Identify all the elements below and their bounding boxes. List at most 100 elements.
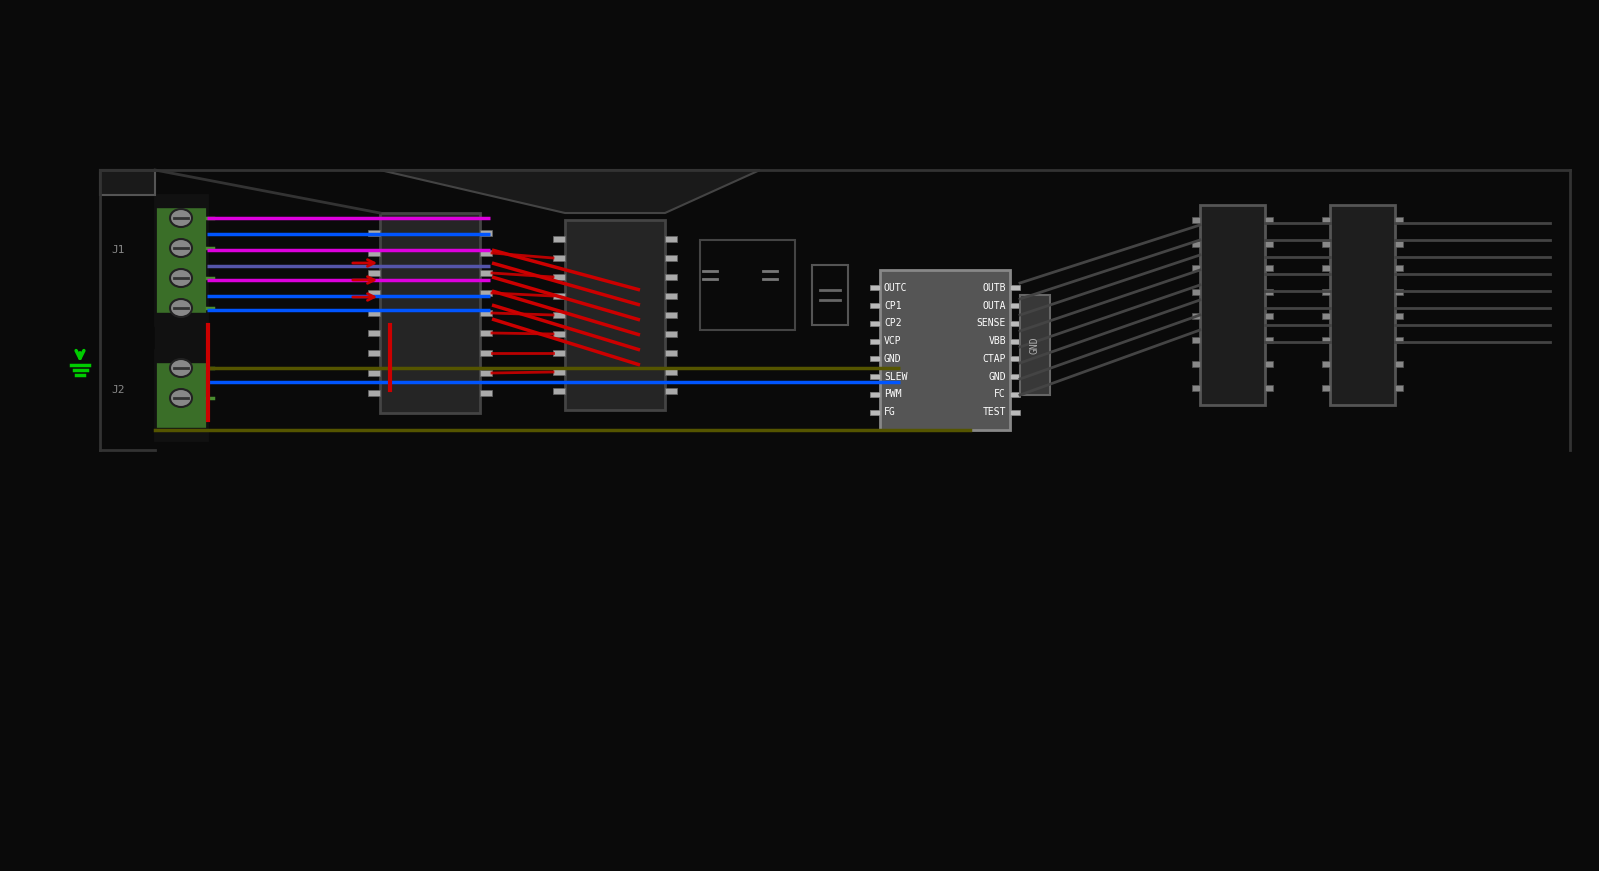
Bar	[1011, 409, 1020, 415]
Bar	[1322, 217, 1330, 223]
Bar	[1394, 313, 1402, 319]
Bar	[665, 369, 676, 375]
Bar	[665, 255, 676, 261]
Bar	[1394, 289, 1402, 295]
Bar	[1191, 265, 1199, 271]
Text: VCP: VCP	[884, 336, 902, 346]
Bar	[480, 370, 492, 376]
Bar	[1394, 265, 1402, 271]
Bar	[368, 250, 381, 256]
Bar	[1191, 385, 1199, 391]
Bar	[1191, 217, 1199, 223]
Bar	[381, 213, 480, 413]
Text: CP2: CP2	[884, 318, 902, 328]
Bar	[665, 388, 676, 394]
Bar	[553, 312, 564, 318]
Text: OUTC: OUTC	[884, 283, 908, 293]
Bar	[368, 330, 381, 336]
Text: CTAP: CTAP	[982, 354, 1006, 364]
Bar	[553, 236, 564, 242]
Ellipse shape	[169, 209, 192, 227]
Bar	[665, 331, 676, 337]
Bar	[1322, 385, 1330, 391]
Bar	[1265, 313, 1273, 319]
Bar	[1322, 265, 1330, 271]
Bar	[1011, 286, 1020, 290]
Bar	[368, 350, 381, 356]
Text: GND: GND	[884, 354, 902, 364]
Bar	[155, 428, 206, 440]
Text: FG: FG	[884, 408, 895, 417]
Bar	[564, 220, 665, 410]
Bar	[1322, 289, 1330, 295]
Bar	[812, 265, 847, 325]
Bar	[1191, 337, 1199, 343]
Bar	[1322, 313, 1330, 319]
Bar	[761, 250, 779, 300]
Bar	[480, 250, 492, 256]
Text: J1: J1	[112, 245, 125, 255]
Bar	[553, 388, 564, 394]
Bar	[155, 195, 206, 207]
Bar	[368, 270, 381, 276]
Bar	[1394, 217, 1402, 223]
Bar	[480, 230, 492, 236]
Text: VBB: VBB	[988, 336, 1006, 346]
Bar	[870, 339, 879, 344]
Bar	[870, 286, 879, 290]
Bar	[480, 390, 492, 396]
Bar	[870, 375, 879, 379]
Bar	[155, 195, 206, 325]
Bar	[870, 321, 879, 326]
Bar	[101, 170, 155, 195]
Ellipse shape	[169, 389, 192, 407]
Bar	[480, 350, 492, 356]
Bar	[1265, 337, 1273, 343]
Bar	[1011, 375, 1020, 379]
Text: PWM: PWM	[884, 389, 902, 400]
Bar	[368, 310, 381, 316]
Text: J2: J2	[112, 385, 125, 395]
Ellipse shape	[169, 299, 192, 317]
Bar	[368, 230, 381, 236]
Bar	[1020, 295, 1051, 395]
Bar	[665, 236, 676, 242]
Ellipse shape	[169, 359, 192, 377]
Text: GND: GND	[1030, 336, 1039, 354]
Bar	[553, 274, 564, 280]
Bar	[553, 293, 564, 299]
Bar	[1394, 361, 1402, 367]
Ellipse shape	[169, 269, 192, 287]
Bar	[1011, 303, 1020, 308]
Bar	[1191, 241, 1199, 247]
Bar	[1394, 385, 1402, 391]
Bar	[665, 274, 676, 280]
Bar	[1011, 356, 1020, 361]
Bar	[553, 350, 564, 356]
Text: FC: FC	[995, 389, 1006, 400]
Bar	[1330, 205, 1394, 405]
Bar	[1265, 241, 1273, 247]
Bar	[1191, 313, 1199, 319]
Bar	[1322, 337, 1330, 343]
Bar	[879, 270, 1011, 430]
Bar	[1265, 385, 1273, 391]
Bar	[1199, 205, 1265, 405]
Bar	[368, 370, 381, 376]
Bar	[1191, 289, 1199, 295]
Ellipse shape	[169, 239, 192, 257]
Bar	[665, 350, 676, 356]
Bar	[480, 310, 492, 316]
Bar	[1322, 361, 1330, 367]
Bar	[700, 250, 720, 300]
Bar	[1191, 361, 1199, 367]
Text: OUTA: OUTA	[982, 300, 1006, 311]
Text: OUTB: OUTB	[982, 283, 1006, 293]
Bar	[155, 350, 206, 440]
Bar	[870, 409, 879, 415]
Bar	[480, 330, 492, 336]
Bar	[155, 313, 206, 325]
Bar	[1265, 265, 1273, 271]
Bar	[1394, 241, 1402, 247]
Text: SENSE: SENSE	[977, 318, 1006, 328]
